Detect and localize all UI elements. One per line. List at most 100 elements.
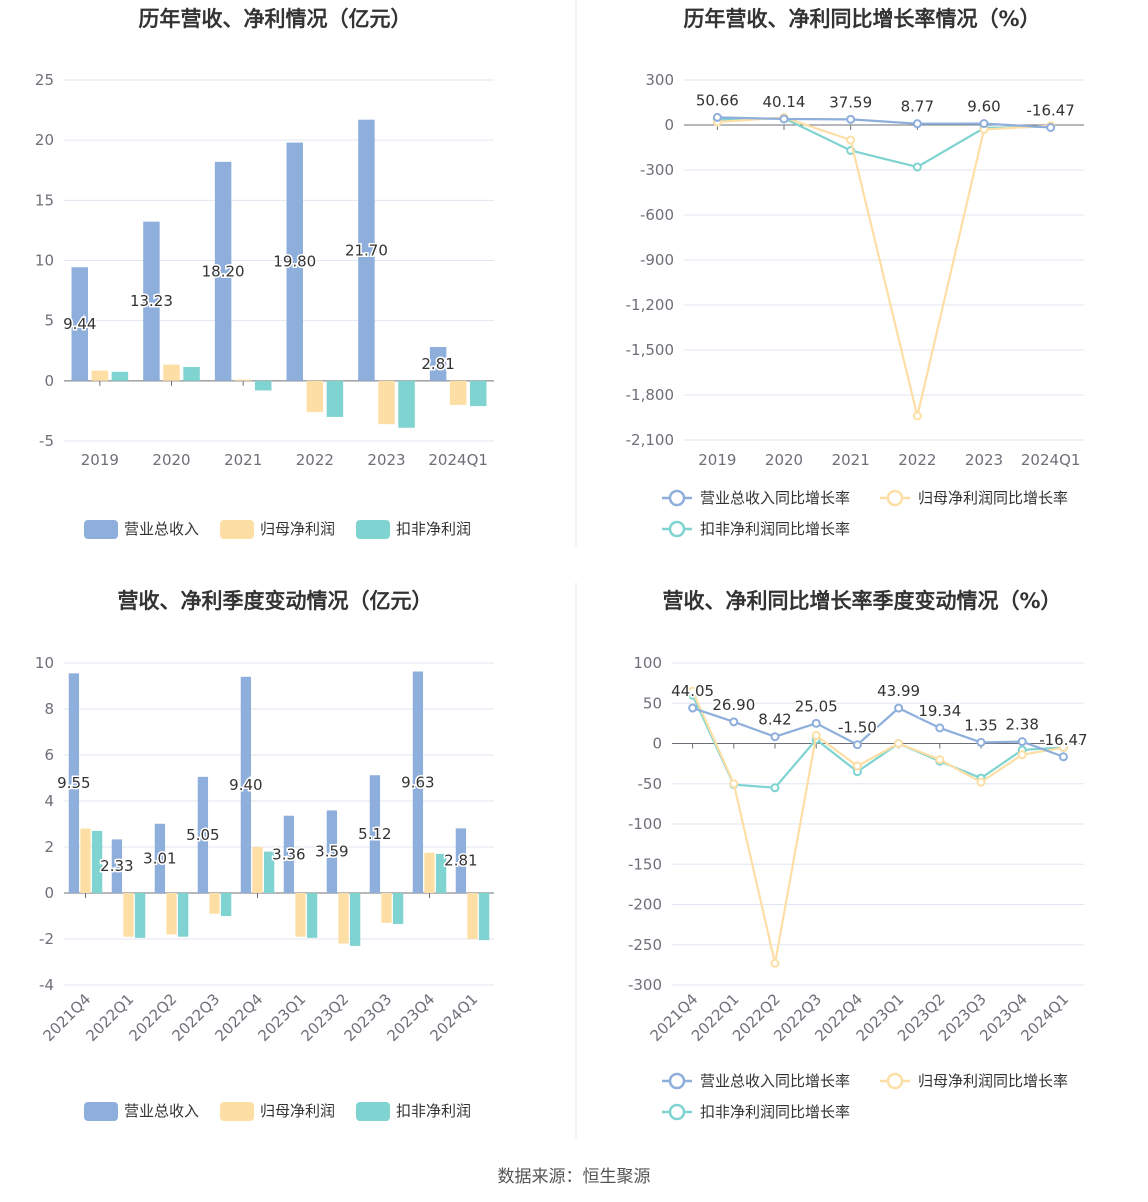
legend-label: 营业总收入 [124, 520, 199, 538]
point-value-label: 44.05 [671, 682, 714, 700]
bar-revenue [369, 775, 381, 893]
legend-marker [668, 520, 686, 538]
legend-item: 营业总收入同比增长率 [662, 1072, 850, 1090]
x-tick-label: 2023 [367, 451, 405, 469]
bar-deducted_profit [392, 893, 404, 925]
quarterly-growth-rate-chart: 营收、净利同比增长率季度变动情况（%） 100 50 0 -50 -100 -150 -200… [628, 589, 1089, 1121]
bar-value-label: 13.23 [130, 292, 173, 310]
bar-deducted_profit [177, 893, 189, 937]
legend-label: 扣非净利润同比增长率 [700, 520, 850, 538]
point-net_line [846, 135, 856, 145]
y-tick-label: -1,200 [626, 296, 674, 314]
point-revenue_line [811, 718, 821, 728]
x-tick-label: 2024Q1 [1021, 451, 1081, 469]
y-tick-label: -2 [39, 930, 54, 948]
point-net_line [688, 686, 698, 696]
bar-value-label: 3.59 [315, 843, 348, 861]
y-tick-label: -900 [640, 251, 674, 269]
legend-swatch [356, 1102, 390, 1121]
point-net_line [729, 779, 739, 789]
y-tick-label: -150 [628, 855, 662, 873]
legend-item: 归母净利润 [220, 1102, 335, 1121]
point-revenue_line [894, 703, 904, 713]
y-tick-label: -5 [39, 432, 54, 450]
y-tick-label: 50 [643, 694, 662, 712]
legend-swatch [220, 520, 254, 539]
point-revenue_line [770, 732, 780, 742]
bar-value-label: 2.81 [421, 355, 454, 373]
x-tick-label: 2023 [965, 451, 1003, 469]
bar-value-label: 9.44 [63, 315, 96, 333]
point-revenue_line [846, 114, 856, 124]
y-tick-label: 0 [652, 735, 662, 753]
point-net_line [935, 755, 945, 765]
legend-marker [668, 1072, 686, 1090]
x-tick-label: 2022 [898, 451, 936, 469]
bar-value-label: 3.36 [272, 845, 305, 863]
bar-revenue [68, 673, 80, 893]
y-tick-label: -300 [640, 161, 674, 179]
legend-item: 营业总收入 [84, 520, 199, 539]
quarterly-revenue-profit-chart: 营收、净利季度变动情况（亿元）1086420-2-42021Q42022Q120… [35, 589, 494, 1121]
point-net_line [976, 777, 986, 787]
bar-revenue [214, 161, 232, 381]
y-tick-label: 0 [44, 372, 54, 390]
bar-value-label: 2.33 [100, 857, 133, 875]
legend-label: 归母净利润 [260, 1102, 335, 1120]
y-tick-label: 10 [35, 252, 54, 270]
y-tick-label: 0 [44, 884, 54, 902]
x-tick-label: 2021 [224, 451, 262, 469]
point-value-label: -16.47 [1026, 101, 1074, 119]
point-value-label: 40.14 [763, 93, 806, 111]
x-tick-label: 2019 [698, 451, 736, 469]
bar-net_profit [338, 893, 349, 944]
point-revenue_line [1058, 752, 1068, 762]
legend-item: 归母净利润同比增长率 [880, 1072, 1068, 1090]
bar-value-label: 19.80 [273, 253, 316, 271]
point-revenue_line [976, 737, 986, 747]
bar-deducted_profit [91, 830, 103, 893]
y-tick-label: 100 [633, 654, 662, 672]
y-tick-label: 5 [44, 312, 54, 330]
bar-value-label: 5.12 [358, 825, 391, 843]
x-tick-label: 2024Q1 [428, 451, 488, 469]
legend-swatch [220, 1102, 254, 1121]
point-revenue_line [1046, 122, 1056, 132]
x-tick-label: 2020 [765, 451, 803, 469]
bar-deducted_profit [134, 893, 146, 938]
x-tick-label: 2020 [152, 451, 190, 469]
bar-net_profit [381, 893, 392, 923]
bar-revenue [286, 142, 304, 381]
legend-label: 扣非净利润 [396, 1102, 471, 1120]
bar-net_profit [295, 893, 306, 937]
bar-deducted_profit [263, 851, 275, 893]
y-tick-label: -600 [640, 206, 674, 224]
bar-value-label: 9.40 [229, 776, 262, 794]
legend-marker [668, 489, 686, 507]
point-net_line [852, 761, 862, 771]
legend-item: 归母净利润 [220, 520, 335, 539]
bar-net_profit [252, 847, 263, 893]
y-tick-label: 0 [664, 116, 674, 134]
annual-growth-rate-chart: 历年营收、净利同比增长率情况（%） 300 0 -300 -600 -900 -1,200 -… [626, 7, 1084, 538]
y-tick-label: 20 [35, 131, 54, 149]
y-tick-label: -300 [628, 976, 662, 994]
point-value-label: 50.66 [696, 91, 739, 109]
bar-revenue [197, 776, 209, 893]
point-value-label: 37.59 [829, 93, 872, 111]
line-revenue_line [692, 706, 1064, 758]
legend-item: 归母净利润同比增长率 [880, 489, 1068, 507]
bar-net_profit [80, 828, 91, 893]
bar-deducted_profit [183, 366, 200, 381]
point-deducted_line [770, 783, 780, 793]
chart-title: 营收、净利季度变动情况（亿元） [118, 589, 433, 613]
y-tick-label: -50 [638, 775, 663, 793]
bar-value-label: 18.20 [202, 262, 245, 280]
line-net_line [717, 116, 1051, 417]
data-source-note: 数据来源：恒生聚源 [498, 1167, 651, 1187]
legend-label: 营业总收入同比增长率 [700, 489, 850, 507]
point-value-label: -1.50 [838, 719, 877, 737]
x-tick-label: 2024Q1 [427, 990, 482, 1045]
legend-swatch [84, 1102, 118, 1121]
y-tick-label: 2 [44, 838, 54, 856]
